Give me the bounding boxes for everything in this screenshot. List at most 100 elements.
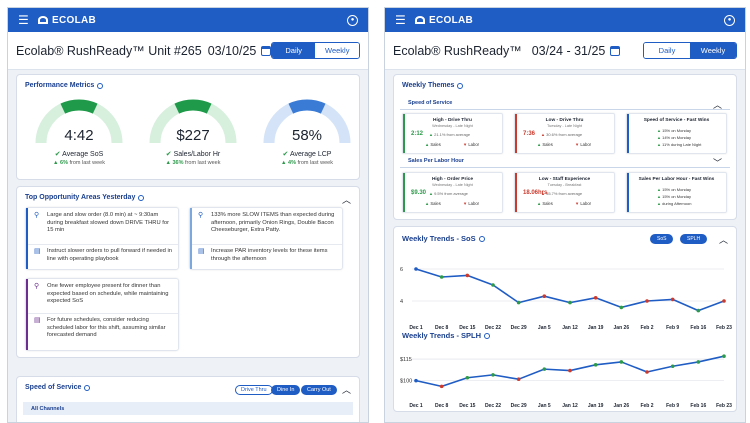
ecolab-logo-icon bbox=[38, 16, 48, 24]
data-point[interactable] bbox=[542, 367, 547, 371]
theme-card[interactable]: Speed of Service - Fast Wins ▲ 15% on Mon… bbox=[626, 113, 727, 154]
x-tick-label: Dec 29 bbox=[511, 325, 527, 331]
data-point[interactable] bbox=[568, 368, 572, 373]
theme-card[interactable]: High - Order Price Wednesday - Late Night… bbox=[402, 172, 503, 213]
data-point[interactable] bbox=[516, 300, 521, 305]
brand-name: ECOLAB bbox=[52, 14, 97, 26]
data-point[interactable] bbox=[439, 275, 444, 279]
data-point[interactable] bbox=[722, 354, 726, 358]
dine-in-chip[interactable]: Dine In bbox=[271, 385, 301, 395]
data-point[interactable] bbox=[465, 273, 470, 278]
y-tick-label: $100 bbox=[400, 379, 412, 385]
data-point[interactable] bbox=[465, 375, 470, 380]
sos-pill[interactable]: SoS bbox=[650, 234, 674, 244]
account-icon[interactable]: ● bbox=[724, 14, 735, 26]
theme-card[interactable]: High - Drive Thru Wednesday - Late Night … bbox=[402, 113, 503, 154]
opportunity-item: ⚲ 133% more SLOW ITEMS than expected duri… bbox=[189, 207, 343, 270]
data-point[interactable] bbox=[593, 363, 598, 367]
x-tick-label: Dec 8 bbox=[435, 325, 449, 331]
data-point[interactable] bbox=[670, 297, 675, 302]
data-point[interactable] bbox=[491, 283, 495, 287]
date-range-display[interactable]: 03/24 - 31/25 bbox=[531, 43, 606, 58]
data-point[interactable] bbox=[696, 308, 701, 313]
chevron-up-icon[interactable]: ︿ bbox=[718, 235, 728, 245]
info-icon[interactable] bbox=[97, 82, 104, 89]
account-icon[interactable]: ● bbox=[347, 14, 358, 26]
chevron-up-icon[interactable]: ︿ bbox=[341, 385, 351, 395]
series-segment bbox=[544, 368, 571, 372]
daily-tab[interactable]: Daily bbox=[644, 43, 690, 58]
info-icon[interactable] bbox=[84, 384, 91, 391]
sos-trend-title: Weekly Trends - SoS bbox=[402, 234, 485, 243]
info-icon[interactable] bbox=[138, 194, 145, 201]
series-segment bbox=[467, 274, 494, 286]
data-point[interactable] bbox=[645, 299, 649, 303]
theme-change: ▲ 21.1% from average bbox=[429, 131, 471, 137]
gauge-value: 4:42 bbox=[64, 127, 94, 144]
sos-heading: Speed of Service bbox=[408, 100, 453, 106]
x-tick-label: Dec 29 bbox=[511, 403, 527, 409]
gauge-change: ▲ 4% from last week bbox=[281, 160, 333, 166]
data-point[interactable] bbox=[491, 373, 495, 377]
x-tick-label: Dec 8 bbox=[435, 403, 449, 409]
top-app-bar: ☰ ECOLAB ● bbox=[8, 8, 368, 32]
data-point[interactable] bbox=[696, 360, 701, 364]
calendar-icon[interactable] bbox=[610, 45, 621, 56]
chevron-down-icon[interactable]: ﹀ bbox=[712, 158, 722, 168]
menu-icon[interactable]: ☰ bbox=[18, 13, 29, 27]
opportunity-action: Instruct slower orders to pull forward i… bbox=[47, 248, 173, 262]
opportunity-action: Increase PAR inventory levels for these … bbox=[211, 248, 328, 262]
chevron-up-icon[interactable]: ︿ bbox=[712, 100, 722, 110]
ecolab-logo-icon bbox=[415, 16, 425, 24]
date-display[interactable]: 03/10/25 bbox=[207, 43, 257, 58]
data-point[interactable] bbox=[619, 305, 624, 310]
data-point[interactable] bbox=[542, 294, 547, 298]
chevron-up-icon[interactable]: ︿ bbox=[341, 195, 351, 205]
data-point[interactable] bbox=[516, 377, 521, 381]
lightbulb-icon: ⚲ bbox=[34, 212, 40, 219]
labor-indicator: ▼ Labor bbox=[463, 201, 480, 206]
weekly-tab[interactable]: Weekly bbox=[315, 43, 359, 58]
calendar-icon[interactable] bbox=[261, 45, 271, 56]
opportunity-item: ⚲ Large and slow order (8.0 min) at ~ 9:3… bbox=[25, 207, 179, 270]
note-icon: ▤ bbox=[34, 317, 41, 324]
data-point[interactable] bbox=[593, 296, 598, 300]
drive-thru-chip[interactable]: Drive Thru bbox=[235, 385, 273, 395]
gauge-label: ✔ Average SoS bbox=[54, 151, 104, 158]
info-icon[interactable] bbox=[484, 332, 491, 339]
x-tick-label: Jan 5 bbox=[538, 325, 551, 331]
gauge-fill bbox=[288, 99, 326, 114]
x-tick-label: Dec 15 bbox=[459, 325, 475, 331]
data-point[interactable] bbox=[670, 364, 675, 369]
gauge: $227 ✔ Sales/Labor Hr ▲ 36% from last we… bbox=[143, 97, 243, 177]
info-icon[interactable] bbox=[457, 82, 464, 89]
series-segment bbox=[415, 268, 442, 278]
data-point[interactable] bbox=[414, 378, 418, 383]
theme-card[interactable]: Low - Staff Experience Tuesday - Breakfas… bbox=[514, 172, 615, 213]
sales-indicator: ▲ Sales bbox=[537, 201, 553, 206]
menu-icon[interactable]: ☰ bbox=[395, 13, 406, 27]
theme-title: Sales Per Labor Hour - Fast Wins bbox=[638, 177, 715, 182]
carry-out-chip[interactable]: Carry Out bbox=[301, 385, 337, 395]
series-segment bbox=[621, 361, 648, 373]
gauge-change: ▲ 6% from last week bbox=[53, 160, 105, 166]
splh-pill[interactable]: SPLH bbox=[680, 234, 708, 244]
weekly-tab[interactable]: Weekly bbox=[690, 43, 736, 58]
gauge-change: ▲ 36% from last week bbox=[165, 160, 221, 166]
series-segment bbox=[492, 284, 520, 304]
data-point[interactable] bbox=[439, 384, 444, 389]
data-point[interactable] bbox=[414, 267, 418, 271]
daily-tab[interactable]: Daily bbox=[271, 43, 316, 58]
series-segment bbox=[595, 297, 622, 309]
data-point[interactable] bbox=[568, 300, 572, 305]
theme-card[interactable]: Low - Drive Thru Tuesday - Late Night 7:3… bbox=[514, 113, 615, 154]
data-point[interactable] bbox=[619, 360, 624, 364]
data-point[interactable] bbox=[645, 370, 649, 374]
info-icon[interactable] bbox=[478, 235, 485, 242]
series-segment bbox=[518, 295, 545, 304]
data-point[interactable] bbox=[722, 299, 726, 303]
series-segment bbox=[569, 364, 596, 372]
speed-of-service-card: Speed of Service Drive Thru Dine In Carr… bbox=[16, 376, 360, 422]
weekly-trends-card: Weekly Trends - SoS SoS SPLH ︿ 4 6 Dec 1 De… bbox=[393, 226, 737, 412]
theme-card[interactable]: Sales Per Labor Hour - Fast Wins ▲ 15% on… bbox=[626, 172, 727, 213]
